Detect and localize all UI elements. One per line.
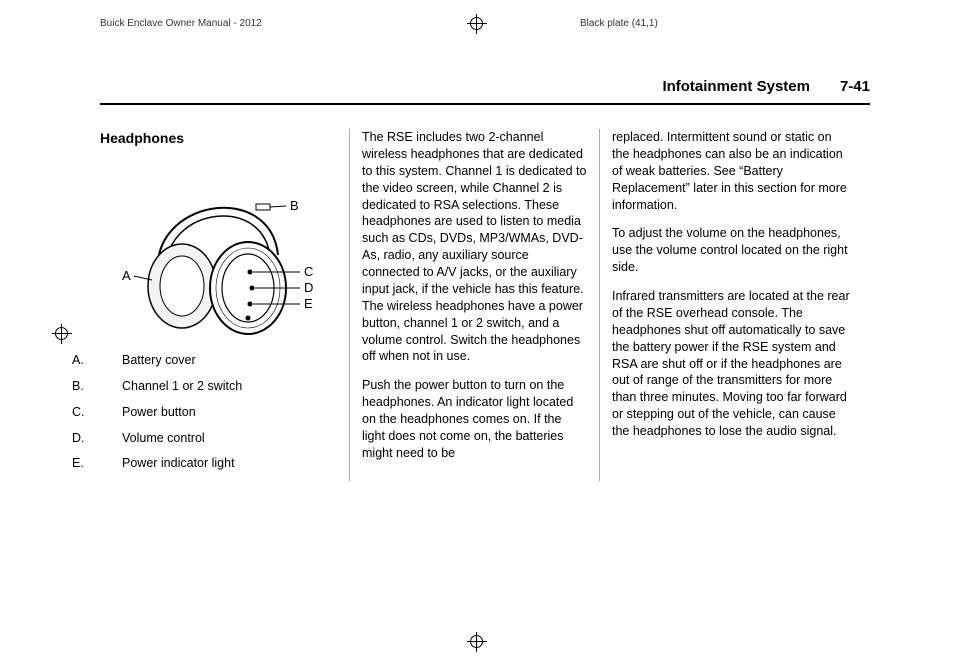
manual-title: Buick Enclave Owner Manual - 2012 xyxy=(100,18,262,29)
body-paragraph: The RSE includes two 2-channel wireless … xyxy=(362,129,587,365)
legend-item: E.Power indicator light xyxy=(100,455,337,472)
page-number: 7-41 xyxy=(840,78,870,95)
body-paragraph: Push the power button to turn on the hea… xyxy=(362,377,587,461)
column-2: The RSE includes two 2-channel wireless … xyxy=(350,129,600,481)
legend-letter: B. xyxy=(100,378,122,395)
running-header: Infotainment System 7-41 xyxy=(100,78,870,105)
plate-info: Black plate (41,1) xyxy=(580,18,658,29)
registration-mark-left xyxy=(52,324,72,344)
headphones-figure: A B C D E xyxy=(100,160,330,340)
headphones-svg: A B C D E xyxy=(100,160,330,340)
legend-text: Power indicator light xyxy=(122,456,235,470)
fig-label-e: E xyxy=(304,296,313,311)
legend-letter: C. xyxy=(100,404,122,421)
body-paragraph: To adjust the volume on the headphones, … xyxy=(612,225,850,276)
legend-letter: E. xyxy=(100,455,122,472)
body-columns: Headphones xyxy=(100,129,870,481)
fig-label-d: D xyxy=(304,280,313,295)
legend-item: A.Battery cover xyxy=(100,352,337,369)
body-paragraph: replaced. Intermittent sound or static o… xyxy=(612,129,850,213)
legend-item: D.Volume control xyxy=(100,430,337,447)
legend-item: B.Channel 1 or 2 switch xyxy=(100,378,337,395)
column-3: replaced. Intermittent sound or static o… xyxy=(600,129,850,481)
registration-mark-bottom xyxy=(467,632,487,652)
fig-label-b: B xyxy=(290,198,299,213)
legend-item: C.Power button xyxy=(100,404,337,421)
legend-text: Battery cover xyxy=(122,353,196,367)
legend-text: Volume control xyxy=(122,431,205,445)
section-title: Infotainment System xyxy=(662,78,810,95)
headphones-heading: Headphones xyxy=(100,129,337,148)
legend-text: Power button xyxy=(122,405,196,419)
column-1: Headphones xyxy=(100,129,350,481)
fig-label-a: A xyxy=(122,268,131,283)
body-paragraph: Infrared transmitters are located at the… xyxy=(612,288,850,440)
registration-mark-top xyxy=(467,14,487,34)
page-content: Infotainment System 7-41 Headphones xyxy=(100,78,870,481)
legend-letter: A. xyxy=(100,352,122,369)
legend-letter: D. xyxy=(100,430,122,447)
figure-legend: A.Battery cover B.Channel 1 or 2 switch … xyxy=(100,352,337,472)
legend-text: Channel 1 or 2 switch xyxy=(122,379,242,393)
fig-label-c: C xyxy=(304,264,313,279)
